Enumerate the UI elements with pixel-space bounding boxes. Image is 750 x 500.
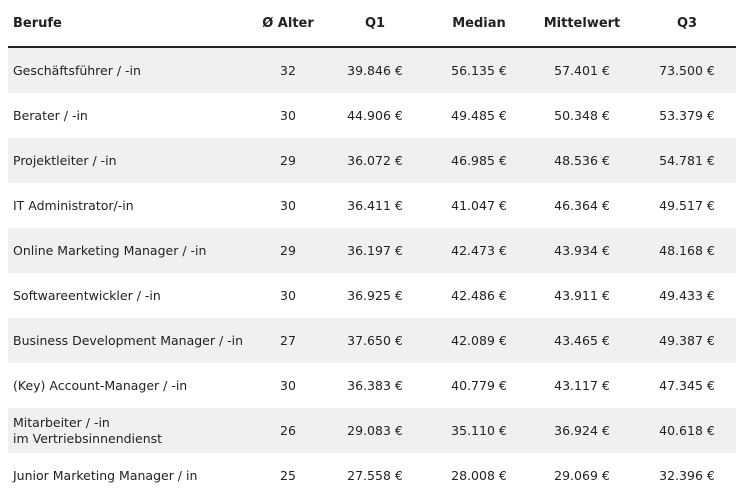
value-cell: 30 bbox=[280, 287, 296, 303]
value-cell: 36.925 € bbox=[347, 287, 403, 303]
value-cell: 43.934 € bbox=[554, 242, 610, 258]
table-row: Business Development Manager / -in 27 37.6… bbox=[8, 318, 736, 363]
table-row: IT Administrator/-in 30 36.411 € 41.047 € 46… bbox=[8, 183, 736, 228]
value-cell: Q1 bbox=[364, 16, 386, 31]
value-cell: 54.781 € bbox=[659, 152, 715, 168]
value-cell: 27.558 € bbox=[347, 467, 403, 483]
value-cell: Ø Alter bbox=[262, 16, 314, 31]
value-cell: 73.500 € bbox=[659, 62, 715, 78]
label-cell: Junior Marketing Manager / in bbox=[13, 467, 198, 483]
value-cell: 29 bbox=[280, 152, 296, 168]
value-cell: 41.047 € bbox=[451, 197, 507, 213]
label-cell: Berufe bbox=[13, 16, 62, 31]
value-cell: 35.110 € bbox=[451, 422, 507, 438]
value-cell: 43.465 € bbox=[554, 332, 610, 348]
value-cell: 46.985 € bbox=[451, 152, 507, 168]
value-cell: 46.364 € bbox=[554, 197, 610, 213]
label-cell: Business Development Manager / -in bbox=[13, 332, 244, 348]
value-cell: 49.485 € bbox=[451, 107, 507, 123]
value-cell: 50.348 € bbox=[554, 107, 610, 123]
value-cell: 30 bbox=[280, 107, 296, 123]
label-cell: Berater / -in bbox=[13, 107, 88, 123]
value-cell: 30 bbox=[280, 377, 296, 393]
value-cell: Median bbox=[452, 16, 506, 31]
label-cell: Geschäftsführer / -in bbox=[13, 62, 141, 78]
value-cell: 25 bbox=[280, 467, 296, 483]
value-cell: 40.779 € bbox=[451, 377, 507, 393]
table-row: Berater / -in 30 44.906 € 49.485 € 50.348 € 5… bbox=[8, 93, 736, 138]
value-cell: 27 bbox=[280, 332, 296, 348]
value-cell: 26 bbox=[280, 422, 296, 438]
value-cell: 53.379 € bbox=[659, 107, 715, 123]
label-cell: Softwareentwickler / -in bbox=[13, 287, 161, 303]
value-cell: 47.345 € bbox=[659, 377, 715, 393]
value-cell: 49.387 € bbox=[659, 332, 715, 348]
value-cell: 56.135 € bbox=[451, 62, 507, 78]
table-row: Projektleiter / -in 29 36.072 € 46.985 € 48.… bbox=[8, 138, 736, 183]
table-row: (Key) Account-Manager / -in 30 36.383 € 40.… bbox=[8, 363, 736, 408]
value-cell: 40.618 € bbox=[659, 422, 715, 438]
value-cell: 39.846 € bbox=[347, 62, 403, 78]
value-cell: 43.117 € bbox=[554, 377, 610, 393]
value-cell: 48.168 € bbox=[659, 242, 715, 258]
value-cell: 36.197 € bbox=[347, 242, 403, 258]
value-cell: 36.383 € bbox=[347, 377, 403, 393]
label-cell: Projektleiter / -in bbox=[13, 152, 117, 168]
value-cell: 49.433 € bbox=[659, 287, 715, 303]
value-cell: 37.650 € bbox=[347, 332, 403, 348]
value-cell: 42.089 € bbox=[451, 332, 507, 348]
value-cell: 36.072 € bbox=[347, 152, 403, 168]
table-row: Softwareentwickler / -in 30 36.925 € 42.486… bbox=[8, 273, 736, 318]
value-cell: 29.083 € bbox=[347, 422, 403, 438]
table-row: Online Marketing Manager / -in 29 36.197 €… bbox=[8, 228, 736, 273]
value-cell: 48.536 € bbox=[554, 152, 610, 168]
value-cell: 32 bbox=[280, 62, 296, 78]
value-cell: 49.517 € bbox=[659, 197, 715, 213]
value-cell: 43.911 € bbox=[554, 287, 610, 303]
value-cell: 36.411 € bbox=[347, 197, 403, 213]
label-cell: (Key) Account-Manager / -in bbox=[13, 377, 188, 393]
value-cell: 42.473 € bbox=[451, 242, 507, 258]
value-cell: 32.396 € bbox=[659, 467, 715, 483]
value-cell: 29.069 € bbox=[554, 467, 610, 483]
value-cell: 42.486 € bbox=[451, 287, 507, 303]
value-cell: Mittelwert bbox=[543, 16, 621, 31]
table-row: Junior Marketing Manager / in 25 27.558 € 2… bbox=[8, 453, 736, 498]
label-cell: Mitarbeiter / -in im Vertriebsinnendiens… bbox=[13, 414, 163, 446]
value-cell: Q3 bbox=[676, 16, 698, 31]
value-cell: 36.924 € bbox=[554, 422, 610, 438]
value-cell: 29 bbox=[280, 242, 296, 258]
value-cell: 30 bbox=[280, 197, 296, 213]
label-cell: Online Marketing Manager / -in bbox=[13, 242, 207, 258]
table-row: Mitarbeiter / -in im Vertriebsinnendiens… bbox=[8, 408, 736, 453]
value-cell: 44.906 € bbox=[347, 107, 403, 123]
header-row: Berufe Ø Alter Q1 Median Mittelwert Q3 bbox=[8, 2, 736, 48]
value-cell: 57.401 € bbox=[554, 62, 610, 78]
value-cell: 28.008 € bbox=[451, 467, 507, 483]
label-cell: IT Administrator/-in bbox=[13, 197, 134, 213]
table-row: Geschäftsführer / -in 32 39.846 € 56.135 € 5… bbox=[8, 48, 736, 93]
